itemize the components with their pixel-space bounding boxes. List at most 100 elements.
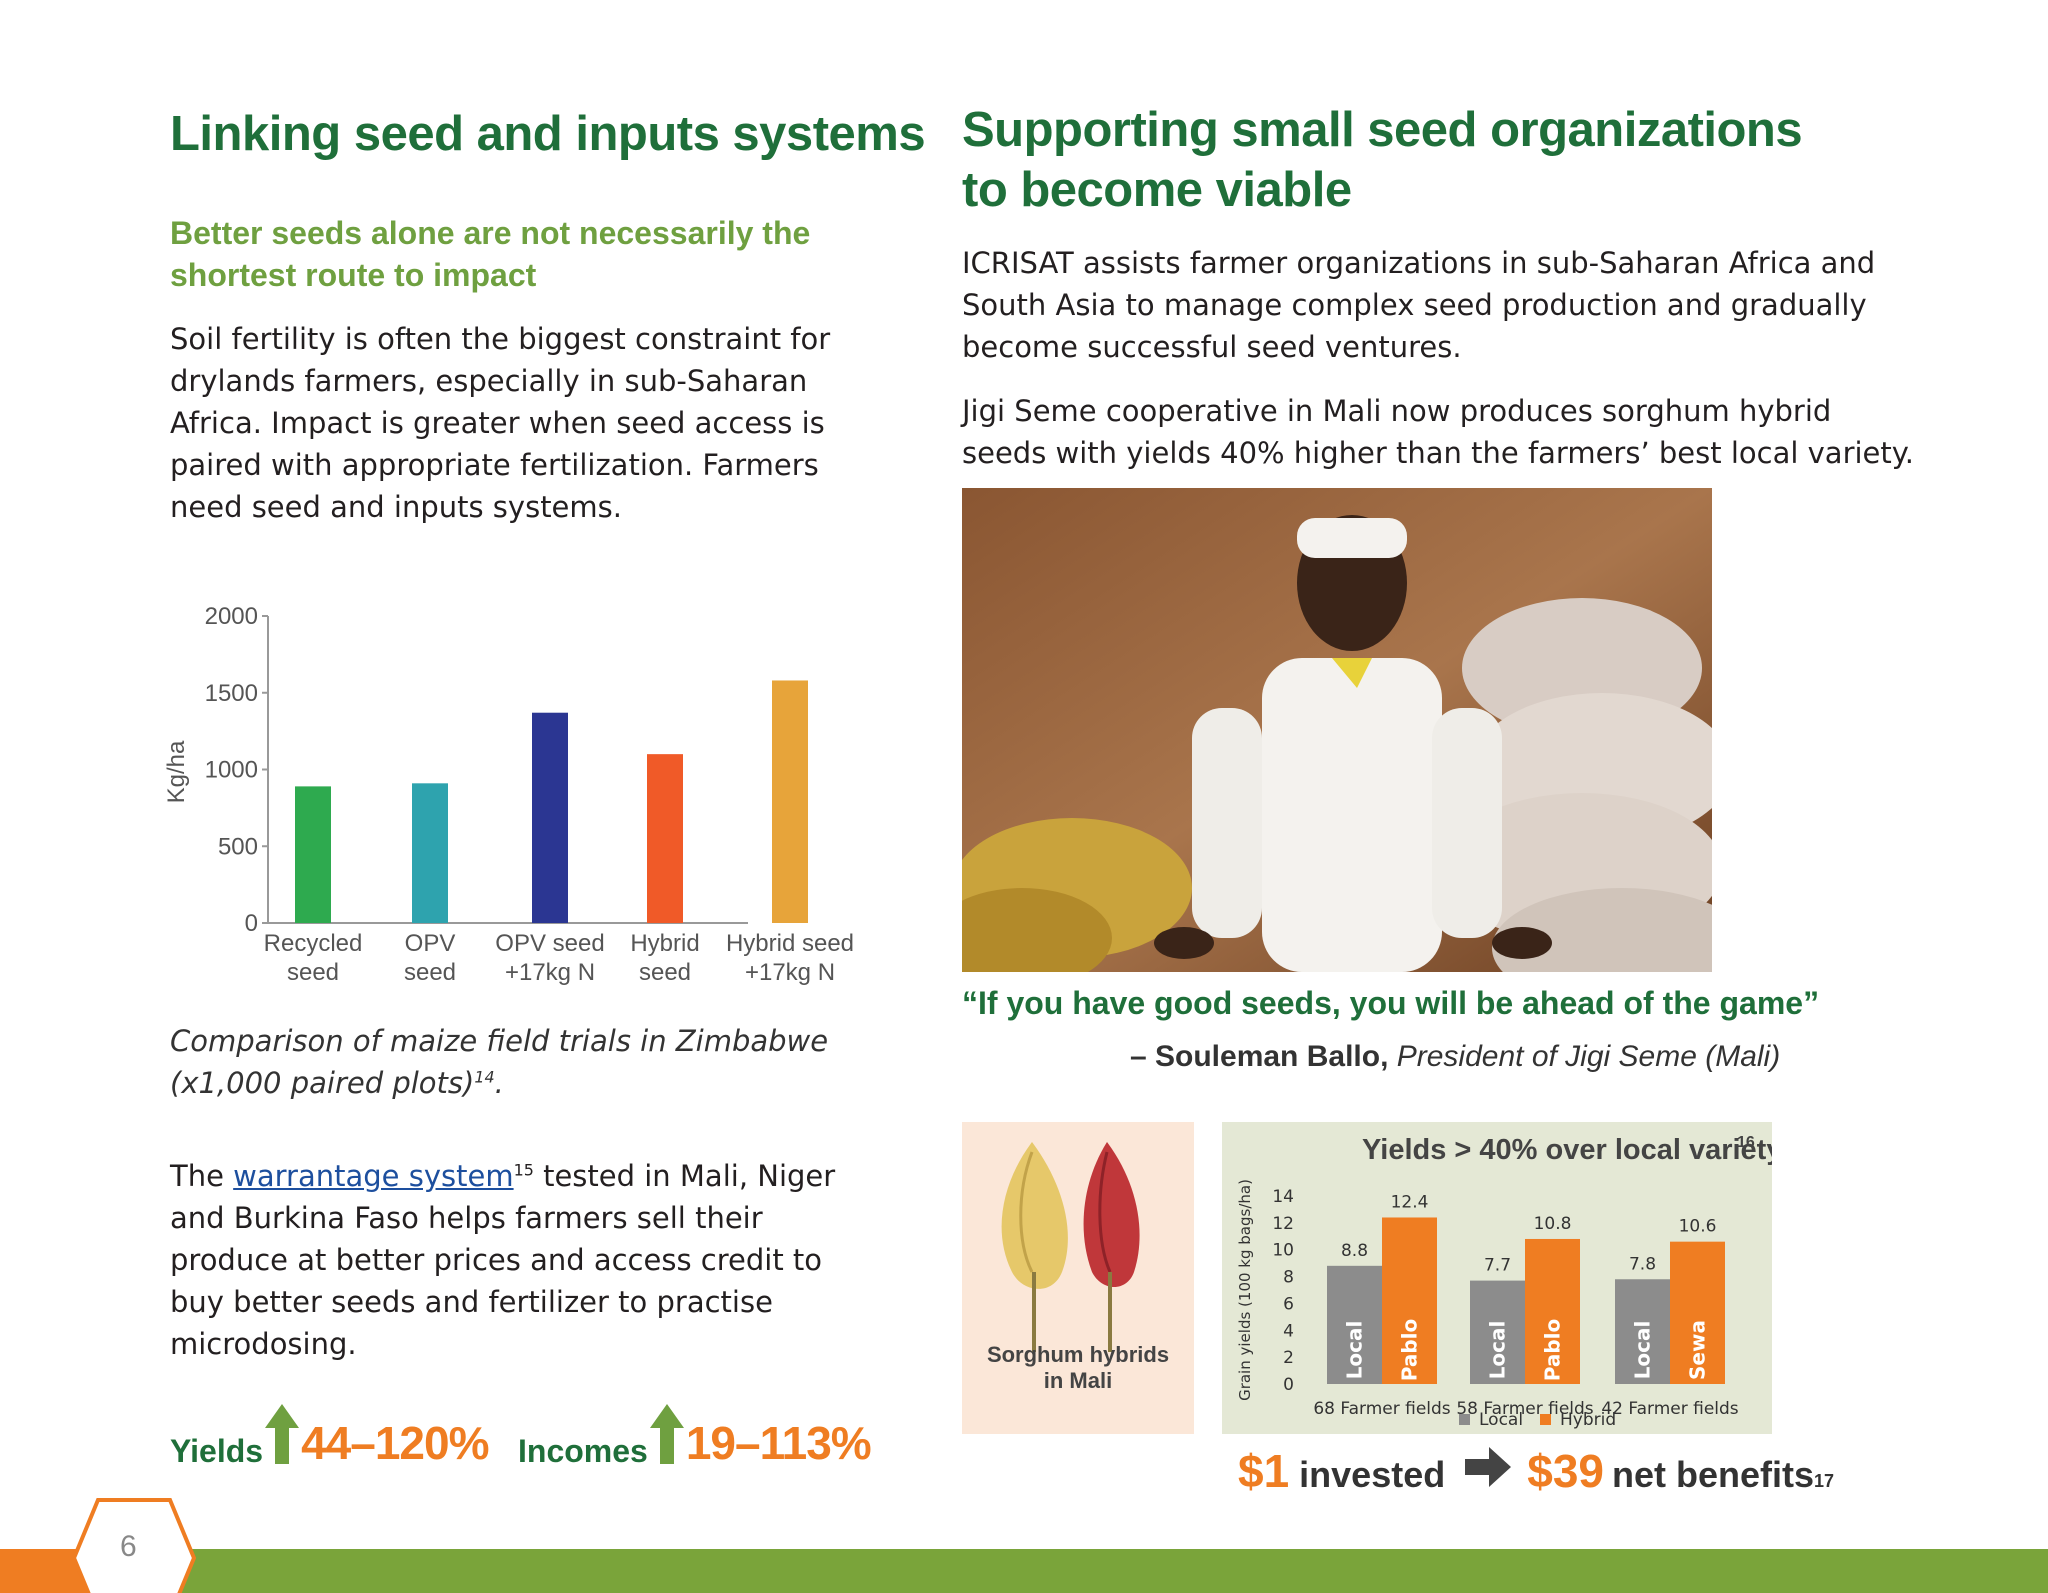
y-tick-label: 2 bbox=[1283, 1348, 1294, 1368]
bar-label: Local bbox=[1631, 1321, 1655, 1380]
paragraph-line: South Asia to manage complex seed produc… bbox=[962, 288, 1867, 322]
bar bbox=[1525, 1238, 1580, 1384]
quote: “If you have good seeds, you will be ahe… bbox=[962, 985, 1820, 1021]
paragraph-line: paired with appropriate fertilization. F… bbox=[170, 448, 819, 482]
paragraph-line: The warrantage system15 tested in Mali, … bbox=[170, 1155, 870, 1197]
data-label: 10.8 bbox=[1534, 1214, 1572, 1234]
paragraph-line: Jigi Seme cooperative in Mali now produc… bbox=[962, 394, 1832, 428]
bar bbox=[1470, 1280, 1525, 1384]
right-title: Supporting small seed organizations to b… bbox=[962, 100, 1803, 220]
y-tick-label: 1000 bbox=[205, 757, 258, 784]
right-title-line: Supporting small seed organizations bbox=[962, 103, 1803, 157]
y-axis-label: Kg/ha bbox=[163, 740, 190, 803]
x-tick-label: +17kg N bbox=[505, 959, 595, 986]
footer-bar bbox=[0, 1549, 2048, 1593]
sorghum-box: Sorghum hybrids in Mali bbox=[962, 1122, 1194, 1434]
left-title: Linking seed and inputs systems bbox=[170, 107, 926, 161]
yields-stat: Yields 44–120% bbox=[170, 1400, 489, 1470]
sorghum-caption-line: in Mali bbox=[1043, 1368, 1113, 1393]
right-paragraph-2: Jigi Seme cooperative in Mali now produc… bbox=[962, 390, 1962, 474]
paragraph-line: produce at better prices and access cred… bbox=[170, 1243, 823, 1277]
x-tick-label: seed bbox=[287, 959, 339, 986]
bar bbox=[1615, 1279, 1670, 1384]
y-tick-label: 10 bbox=[1272, 1241, 1294, 1261]
bar-label: Local bbox=[1343, 1321, 1367, 1380]
attrib-role: President of Jigi Seme (Mali) bbox=[1396, 1040, 1781, 1073]
caption-text: (x1,000 paired plots) bbox=[170, 1066, 475, 1100]
paragraph-line: become successful seed ventures. bbox=[962, 330, 1462, 364]
bar bbox=[412, 783, 448, 923]
x-tick-label: OPV bbox=[405, 930, 456, 957]
chart-caption: Comparison of maize field trials in Zimb… bbox=[170, 1020, 828, 1104]
page-number: 6 bbox=[120, 1530, 137, 1563]
yield-bar-chart: Yields > 40% over local variety 16 Grain… bbox=[1236, 1134, 1782, 1430]
warrantage-link[interactable]: warrantage system bbox=[233, 1159, 514, 1193]
warrantage-paragraph: The warrantage system15 tested in Mali, … bbox=[170, 1155, 870, 1365]
legend-label: Local bbox=[1479, 1410, 1523, 1430]
y-tick-label: 0 bbox=[245, 910, 258, 937]
x-tick-label: 68 Farmer fields bbox=[1313, 1399, 1450, 1419]
chart-title: Yields > 40% over local variety bbox=[1362, 1134, 1772, 1166]
invest-amount: $1 bbox=[1238, 1445, 1290, 1497]
left-subtitle-line: Better seeds alone are not necessarily t… bbox=[170, 215, 811, 251]
benefit-amount: $39 bbox=[1527, 1445, 1604, 1497]
y-tick-label: 8 bbox=[1283, 1268, 1294, 1288]
farmer-photo bbox=[962, 488, 1712, 972]
up-arrow-icon bbox=[265, 1404, 300, 1464]
paragraph-line: seeds with yields 40% higher than the fa… bbox=[962, 436, 1915, 470]
data-label: 10.6 bbox=[1679, 1217, 1717, 1237]
bar-label: Local bbox=[1486, 1321, 1510, 1380]
y-axis-label: Grain yields (100 kg bags/ha) bbox=[1236, 1179, 1254, 1401]
right-title-line: to become viable bbox=[962, 163, 1352, 217]
benefit-text: net benefits bbox=[1611, 1454, 1815, 1495]
caption-footnote: 14 bbox=[474, 1067, 495, 1087]
left-subtitle: Better seeds alone are not necessarily t… bbox=[170, 212, 810, 296]
bar bbox=[1382, 1217, 1437, 1384]
y-tick-label: 1500 bbox=[205, 680, 258, 707]
paragraph-line: drylands farmers, especially in sub-Saha… bbox=[170, 364, 808, 398]
legend-label: Hybrid bbox=[1560, 1410, 1616, 1430]
farmer-illustration bbox=[962, 488, 1712, 972]
caption-line: (x1,000 paired plots)14. bbox=[170, 1062, 828, 1104]
y-tick-label: 12 bbox=[1272, 1214, 1294, 1234]
paragraph-line: ICRISAT assists farmer organizations in … bbox=[962, 246, 1876, 280]
right-paragraph-1: ICRISAT assists farmer organizations in … bbox=[962, 242, 1962, 368]
data-label: 7.7 bbox=[1484, 1256, 1511, 1276]
warrantage-rest: tested in Mali, Niger bbox=[533, 1159, 836, 1193]
bar bbox=[1327, 1265, 1382, 1384]
y-tick-label: 14 bbox=[1272, 1187, 1294, 1207]
caption-end: . bbox=[494, 1066, 504, 1100]
paragraph-line: Soil fertility is often the biggest cons… bbox=[170, 322, 831, 356]
sorghum-illustration bbox=[1001, 1142, 1140, 1352]
bar bbox=[532, 712, 568, 923]
legend-swatch bbox=[1459, 1414, 1470, 1425]
y-tick-label: 4 bbox=[1283, 1321, 1294, 1341]
bar-label: Sewa bbox=[1686, 1320, 1710, 1380]
page-number-hexagon bbox=[72, 1498, 196, 1593]
incomes-stat: Incomes 19–113% bbox=[518, 1400, 872, 1470]
paragraph-line: buy better seeds and fertilizer to pract… bbox=[170, 1285, 773, 1319]
x-tick-label: Hybrid seed bbox=[726, 930, 854, 957]
sorghum-caption: Sorghum hybrids in Mali bbox=[962, 1342, 1194, 1394]
bar bbox=[772, 680, 808, 923]
y-tick-label: 500 bbox=[218, 833, 258, 860]
paragraph-line: microdosing. bbox=[170, 1327, 357, 1361]
x-tick-label: OPV seed bbox=[495, 930, 604, 957]
bar-label: Pablo bbox=[1541, 1319, 1565, 1382]
paragraph-line: need seed and inputs systems. bbox=[170, 490, 622, 524]
x-tick-label: seed bbox=[639, 959, 691, 986]
warrantage-prefix: The bbox=[170, 1159, 234, 1193]
x-tick-label: 58 Farmer fields bbox=[1456, 1399, 1593, 1419]
left-paragraph: Soil fertility is often the biggest cons… bbox=[170, 318, 850, 528]
caption-line: Comparison of maize field trials in Zimb… bbox=[170, 1024, 829, 1058]
paragraph-line: and Burkina Faso helps farmers sell thei… bbox=[170, 1201, 763, 1235]
bar bbox=[647, 754, 683, 923]
x-tick-label: seed bbox=[404, 959, 456, 986]
legend-swatch bbox=[1540, 1414, 1551, 1425]
incomes-label: Incomes bbox=[518, 1433, 648, 1469]
attrib-name: – Souleman Ballo, bbox=[1130, 1040, 1389, 1073]
sorghum-caption-line: Sorghum hybrids bbox=[986, 1342, 1170, 1367]
data-label: 8.8 bbox=[1341, 1241, 1368, 1261]
bar bbox=[295, 786, 331, 923]
